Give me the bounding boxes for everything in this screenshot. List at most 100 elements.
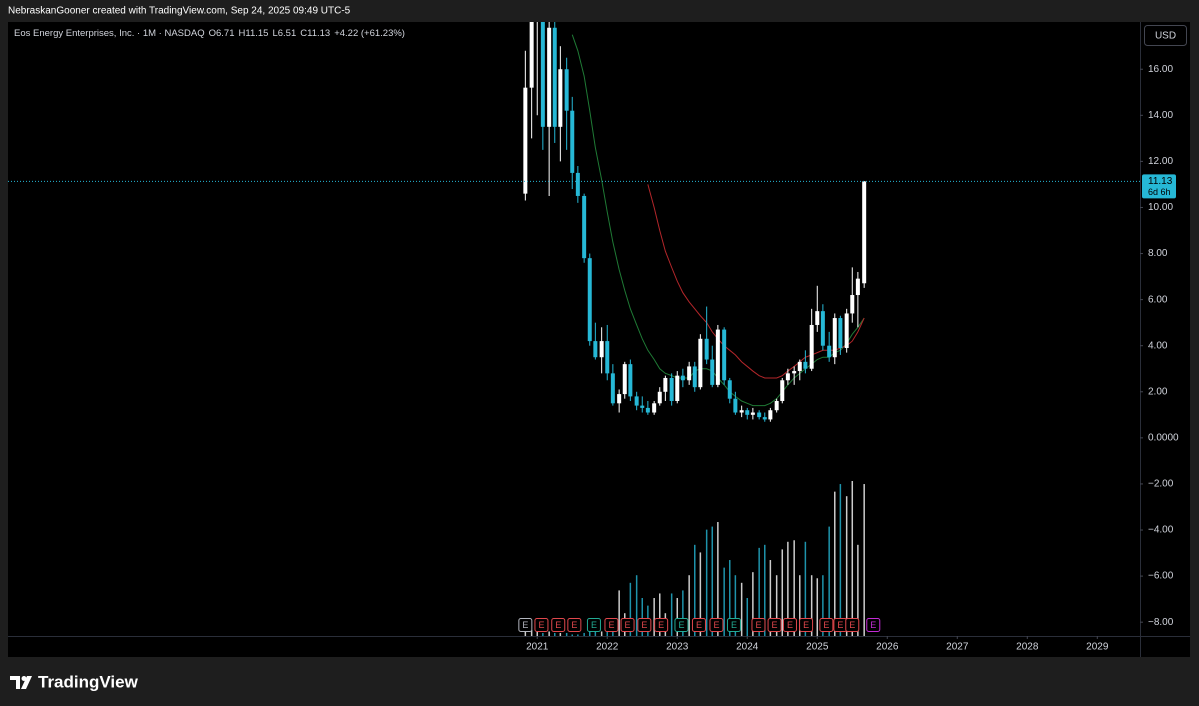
candle-body: [669, 377, 674, 401]
candle-body: [768, 410, 773, 420]
candle-body: [850, 295, 855, 314]
volume-bar: [816, 578, 819, 636]
currency-button[interactable]: [1144, 25, 1187, 46]
candle-body: [599, 341, 604, 358]
volume-bar: [629, 582, 632, 636]
volume-bar: [641, 598, 644, 636]
volume-bar: [524, 631, 527, 636]
earnings-marker: [866, 618, 881, 632]
y-tick-label: −6.00: [1148, 571, 1174, 582]
ohlc-key: O: [209, 28, 216, 39]
candle-body: [540, 22, 545, 127]
y-tick-label: −2.00: [1148, 479, 1174, 490]
candle-body: [762, 417, 767, 420]
volume-bar: [717, 522, 719, 636]
candle-body: [785, 373, 790, 381]
earnings-label: E: [849, 620, 855, 630]
candle-body: [587, 258, 592, 342]
ohlc-key: C: [300, 28, 307, 39]
candle-body: [797, 361, 802, 372]
candle-body: [610, 373, 615, 404]
earnings-label: E: [641, 620, 647, 630]
volume-bar: [553, 632, 556, 636]
volume-bar: [863, 484, 865, 636]
candle-body: [687, 366, 692, 381]
candle-body: [715, 329, 720, 385]
candle-body: [675, 375, 680, 401]
volume-bar: [723, 567, 725, 636]
volume-bar: [635, 575, 638, 636]
candle-body: [750, 412, 755, 415]
y-tick-label: 10.00: [1148, 202, 1173, 213]
earnings-marker: [551, 618, 566, 632]
candle-body: [582, 195, 587, 259]
candle-body: [645, 407, 650, 413]
symbol-title: Eos Energy Enterprises, Inc. · 1M · NASD…: [14, 28, 205, 39]
volume-bar: [688, 575, 690, 636]
candle-body: [564, 69, 569, 111]
candle-body: [792, 371, 797, 374]
earnings-label: E: [731, 620, 737, 630]
earnings-marker: [845, 618, 860, 632]
y-tick-label: 14.00: [1148, 110, 1173, 121]
volume-bar: [769, 560, 772, 636]
ohlc-key: L: [272, 28, 277, 39]
candle-body: [558, 69, 563, 127]
candle-body: [605, 341, 610, 374]
chart-area: [8, 22, 1190, 657]
volume-bar: [571, 634, 573, 636]
candle-body: [855, 278, 860, 296]
candle-body: [634, 396, 639, 406]
candle-body: [570, 110, 575, 173]
volume-bar: [559, 632, 562, 636]
volume-bar: [793, 540, 795, 636]
x-tick-label: 2029: [1086, 642, 1109, 653]
currency[interactable]: USD: [1155, 31, 1176, 42]
volume-bar: [845, 496, 848, 636]
earnings-marker: [691, 618, 706, 632]
ohlc-value: 11.15: [245, 28, 268, 39]
volume-bar: [618, 590, 620, 636]
volume-bar: [834, 491, 836, 636]
volume-bar: [857, 544, 859, 636]
earnings-label: E: [658, 620, 664, 630]
candle-body: [774, 400, 779, 411]
volume-bar: [828, 526, 830, 636]
volume-bar: [734, 575, 737, 636]
last-price-box: [1142, 174, 1176, 199]
candle-body: [692, 366, 697, 388]
x-tick-label: 2025: [806, 642, 829, 653]
volume-bar: [764, 544, 766, 636]
earnings-label: E: [608, 620, 614, 630]
earnings-marker: [726, 618, 741, 632]
candle-body: [640, 405, 645, 408]
volume-bar: [787, 541, 789, 636]
volume-bar: [799, 575, 801, 636]
ohlc-value: 6.71: [216, 28, 235, 39]
earnings-label: E: [837, 620, 843, 630]
earnings-marker: [654, 618, 669, 632]
earnings-marker: [567, 618, 582, 632]
earnings-label: E: [772, 620, 778, 630]
y-tick-label: 4.00: [1148, 340, 1168, 351]
candle-body: [803, 361, 808, 369]
candle-body: [809, 324, 814, 369]
volume-bar: [729, 560, 731, 636]
volume-bar: [589, 631, 591, 636]
earnings-label: E: [538, 620, 544, 630]
header-text: NebraskanGooner created with TradingView…: [8, 6, 351, 17]
volume-bar: [659, 593, 661, 636]
earnings-label: E: [787, 620, 793, 630]
volume-bar: [699, 552, 702, 636]
candle-body: [745, 410, 750, 415]
earnings-marker: [604, 618, 619, 632]
volume-bar: [577, 634, 579, 636]
candle-body: [838, 318, 843, 349]
earnings-label: E: [591, 620, 597, 630]
y-tick-label: 8.00: [1148, 248, 1168, 259]
candle-body: [628, 364, 633, 397]
volume-bar: [694, 544, 696, 636]
legend: Eos Energy Enterprises, Inc. · 1M · NASD…: [14, 28, 405, 39]
